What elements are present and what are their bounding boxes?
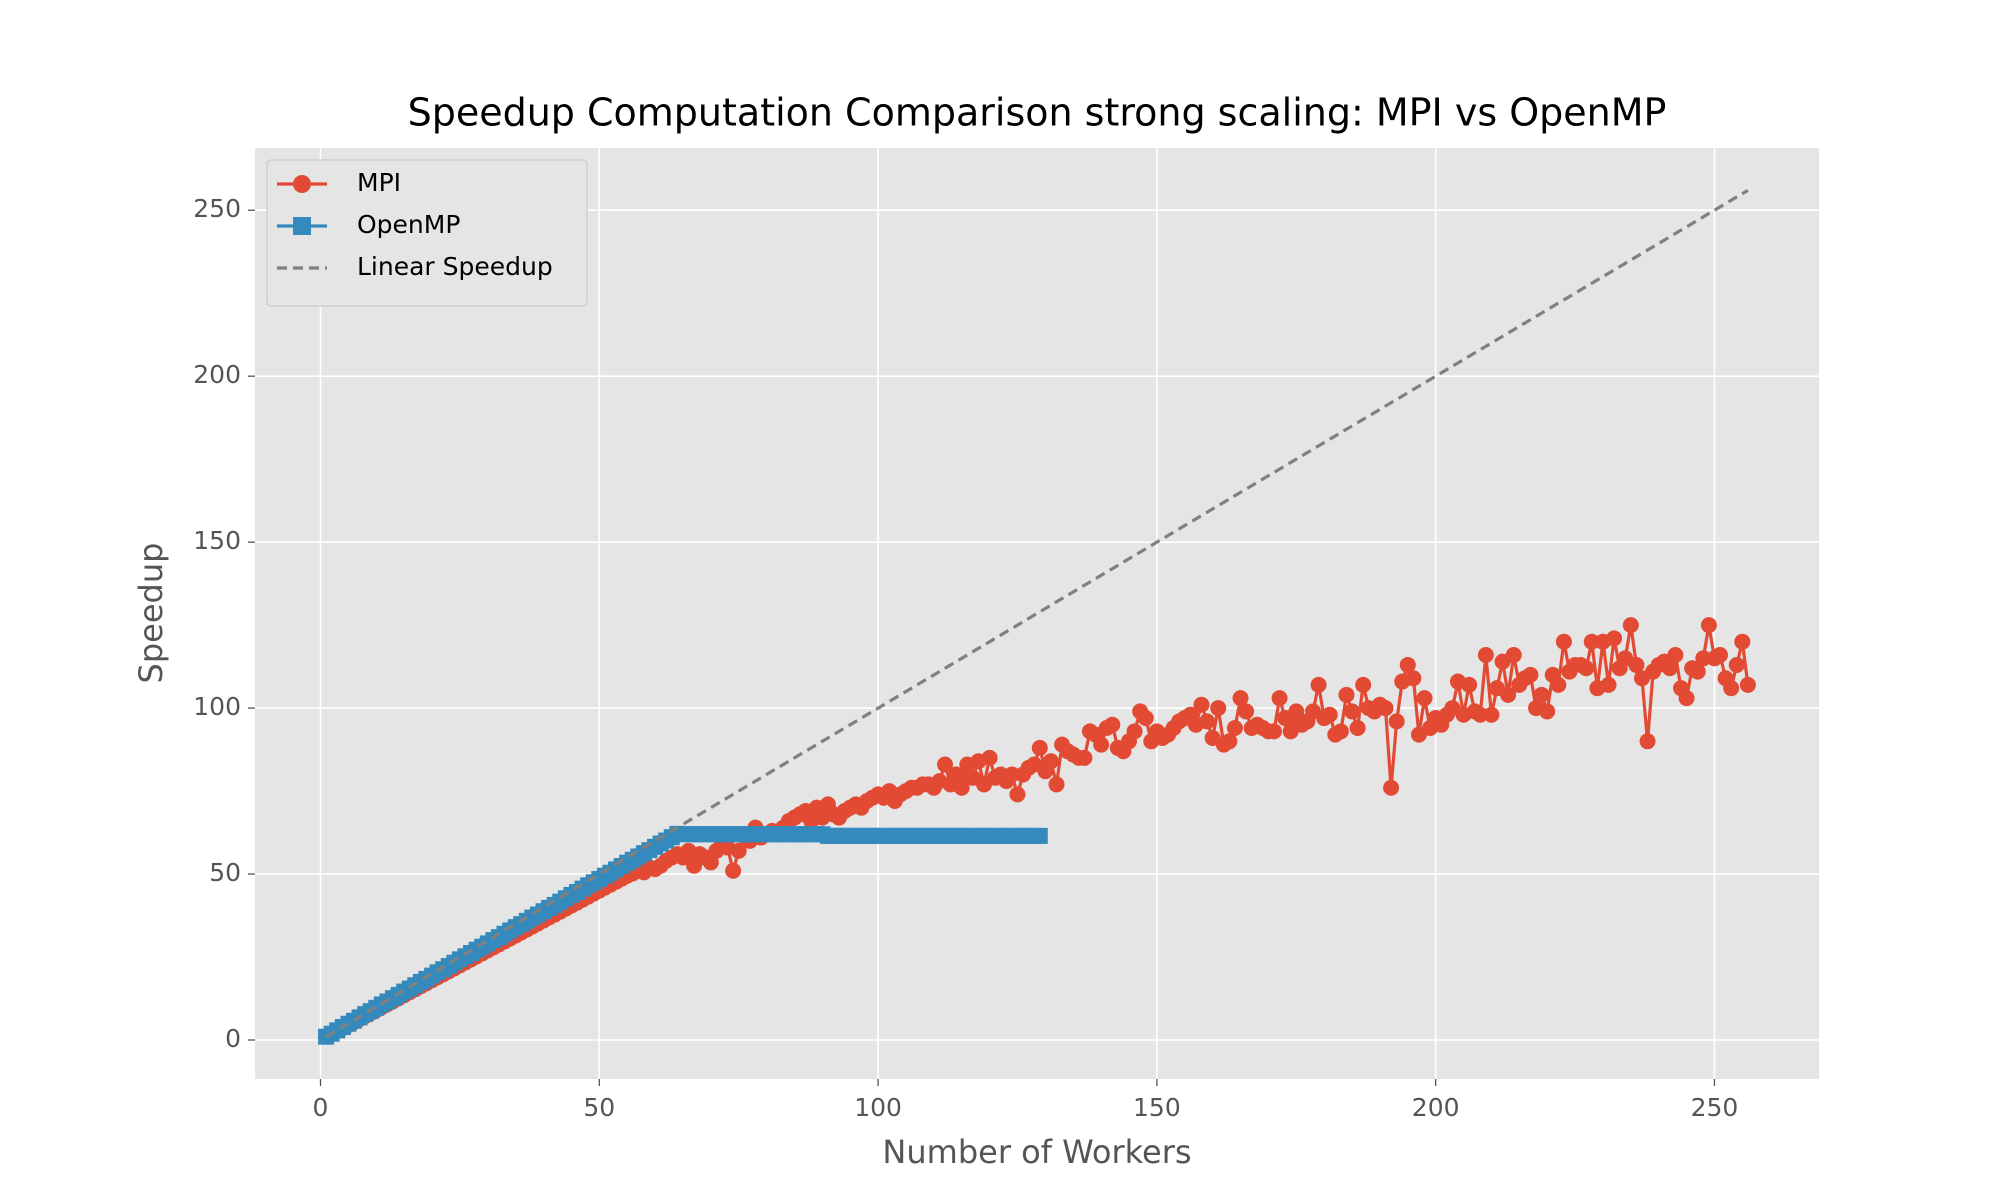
point [1405, 670, 1422, 687]
point [1539, 703, 1556, 720]
point [1667, 646, 1684, 663]
point [1628, 656, 1645, 673]
point [1500, 686, 1517, 703]
point [1734, 633, 1751, 650]
point [1399, 656, 1416, 673]
point [1639, 733, 1656, 750]
y-tick-label: 0 [225, 1024, 241, 1053]
point [1416, 690, 1433, 707]
point [1728, 656, 1745, 673]
point [1048, 776, 1065, 793]
x-tick-label: 200 [1412, 1093, 1460, 1122]
point [1031, 739, 1048, 756]
x-tick-label: 250 [1691, 1093, 1739, 1122]
legend: MPI OpenMP Linear Speedup [266, 159, 588, 307]
point [1137, 710, 1154, 727]
point [293, 175, 311, 193]
point [1472, 706, 1489, 723]
point [1377, 700, 1394, 717]
y-tick-label: 200 [193, 360, 241, 389]
x-tick-label: 50 [583, 1093, 615, 1122]
point [1678, 690, 1695, 707]
point [1288, 703, 1305, 720]
point [1193, 696, 1210, 713]
point [1042, 753, 1059, 770]
point [1226, 720, 1243, 737]
point [1271, 690, 1288, 707]
point [1723, 680, 1740, 697]
point [1232, 690, 1249, 707]
point [1533, 686, 1550, 703]
point [1461, 676, 1478, 693]
point [1238, 703, 1255, 720]
point [1388, 713, 1405, 730]
point [1739, 676, 1756, 693]
point [1344, 703, 1361, 720]
point [981, 749, 998, 766]
point [1695, 650, 1712, 667]
point [1555, 633, 1572, 650]
point [1310, 676, 1327, 693]
point [730, 842, 747, 859]
grid: 0 50 100 150 200 250 0 50 100 150 200 250 [193, 148, 1819, 1122]
point [725, 862, 742, 879]
legend-label: Linear Speedup [357, 252, 553, 281]
x-axis-label: Number of Workers [882, 1133, 1191, 1171]
point [1321, 706, 1338, 723]
point [1009, 786, 1026, 803]
marks [318, 188, 1756, 1045]
point [937, 756, 953, 773]
legend-label: OpenMP [357, 210, 460, 239]
point [1221, 733, 1238, 750]
point [1338, 686, 1355, 703]
point [1383, 779, 1400, 796]
point [1076, 749, 1093, 766]
x-tick-label: 100 [854, 1093, 902, 1122]
legend-label: MPI [357, 168, 401, 197]
point [1550, 676, 1567, 693]
point [1689, 663, 1706, 680]
point [1003, 766, 1020, 783]
point [293, 217, 311, 235]
series-line [325, 188, 1749, 1039]
point [1505, 646, 1522, 663]
point [1606, 630, 1623, 647]
point [1700, 617, 1717, 634]
point [1661, 660, 1678, 677]
point [1126, 723, 1143, 740]
point [1031, 827, 1048, 844]
point [1578, 660, 1595, 677]
point [1332, 723, 1349, 740]
point [1199, 713, 1216, 730]
y-tick-label: 250 [193, 194, 241, 223]
point [1483, 706, 1500, 723]
y-axis-label: Speedup [132, 543, 170, 684]
point [948, 766, 965, 783]
x-tick-label: 150 [1133, 1093, 1181, 1122]
point [1477, 646, 1494, 663]
point [1712, 646, 1729, 663]
point [953, 779, 970, 796]
point [1104, 716, 1121, 733]
point [1622, 617, 1639, 634]
point [1093, 736, 1110, 753]
y-tick-label: 50 [209, 858, 241, 887]
point [1349, 720, 1366, 737]
point [1600, 676, 1617, 693]
point [1265, 723, 1282, 740]
y-tick-label: 100 [193, 692, 241, 721]
y-tick-label: 150 [193, 526, 241, 555]
legend-box [266, 159, 588, 307]
point [1210, 700, 1227, 717]
x-tick-label: 0 [313, 1093, 329, 1122]
point [1522, 666, 1539, 683]
point [1583, 633, 1600, 650]
chart-title: Speedup Computation Comparison strong sc… [408, 91, 1667, 135]
point [1355, 676, 1372, 693]
